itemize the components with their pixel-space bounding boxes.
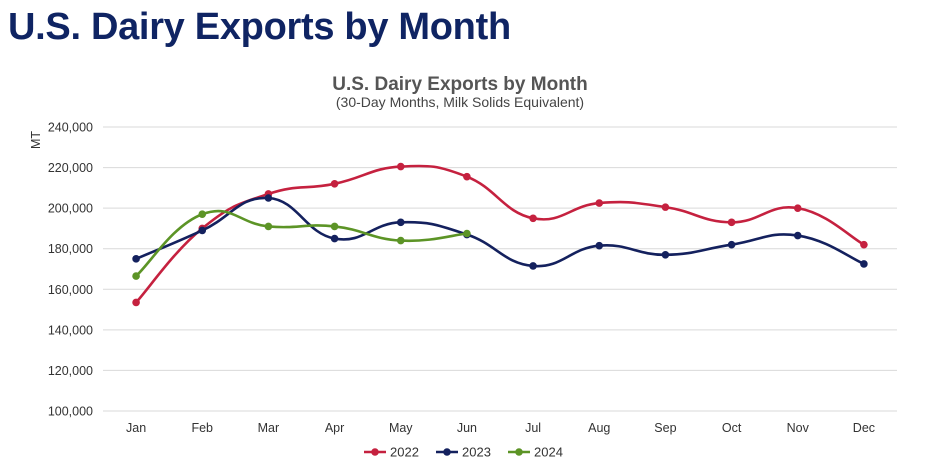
y-tick-label: 140,000 xyxy=(48,323,93,337)
data-point-2022 xyxy=(793,204,802,212)
data-point-2023 xyxy=(396,218,405,227)
data-point-2023 xyxy=(661,251,670,259)
y-tick-label: 220,000 xyxy=(48,161,93,175)
data-point-2023 xyxy=(264,194,273,202)
series-line-2022 xyxy=(135,164,865,304)
x-tick-label: Oct xyxy=(722,421,742,435)
data-point-2022 xyxy=(595,199,604,207)
x-tick-label: Dec xyxy=(853,421,875,435)
x-tick-label: Sep xyxy=(654,421,676,435)
data-point-2022 xyxy=(860,240,868,249)
y-tick-label: 160,000 xyxy=(48,283,93,297)
x-tick-label: Mar xyxy=(258,421,280,435)
data-point-2023 xyxy=(132,255,140,263)
series-line-2024 xyxy=(135,209,468,278)
data-point-2024 xyxy=(330,222,339,231)
data-point-2022 xyxy=(463,172,471,181)
legend-marker-2024 xyxy=(515,448,523,456)
y-tick-label: 240,000 xyxy=(48,121,93,135)
x-tick-label: Jan xyxy=(126,421,146,435)
x-tick-label: Aug xyxy=(588,421,610,435)
chart-subtitle: (30-Day Months, Milk Solids Equivalent) xyxy=(336,94,584,110)
x-tick-label: Apr xyxy=(325,421,344,435)
data-point-2022 xyxy=(396,162,405,171)
data-point-2023 xyxy=(529,262,537,270)
data-point-2022 xyxy=(727,218,736,227)
data-point-2022 xyxy=(529,214,537,223)
data-point-2022 xyxy=(330,180,339,188)
x-tick-label: Jun xyxy=(457,421,477,435)
x-tick-label: May xyxy=(389,421,413,435)
data-point-2024 xyxy=(264,222,273,231)
legend-label-2024: 2024 xyxy=(534,445,563,460)
legend-marker-2023 xyxy=(443,448,451,456)
y-tick-label: 120,000 xyxy=(48,364,93,378)
legend-marker-2022 xyxy=(371,448,379,456)
x-tick-label: Nov xyxy=(787,421,810,435)
x-tick-label: Feb xyxy=(191,421,213,435)
data-point-2023 xyxy=(330,234,339,243)
y-tick-label: 200,000 xyxy=(48,202,93,216)
y-tick-label: 180,000 xyxy=(48,242,93,256)
x-tick-label: Jul xyxy=(525,421,541,435)
data-point-2023 xyxy=(595,241,604,250)
data-point-2023 xyxy=(198,226,207,235)
y-tick-label: 100,000 xyxy=(48,405,93,419)
series-line-2023 xyxy=(135,196,865,268)
data-point-2024 xyxy=(463,229,471,238)
data-point-2022 xyxy=(661,203,670,211)
data-point-2023 xyxy=(793,231,802,240)
legend-label-2022: 2022 xyxy=(390,445,419,460)
data-point-2024 xyxy=(198,210,207,219)
chart-title: U.S. Dairy Exports by Month xyxy=(332,74,587,95)
data-point-2022 xyxy=(132,298,140,307)
data-point-2024 xyxy=(132,272,140,280)
slide-title: U.S. Dairy Exports by Month xyxy=(8,6,511,48)
data-point-2023 xyxy=(860,260,868,268)
legend-label-2023: 2023 xyxy=(462,445,491,460)
y-axis-label: MT xyxy=(29,131,43,149)
data-point-2024 xyxy=(396,236,405,245)
data-point-2023 xyxy=(727,240,736,249)
